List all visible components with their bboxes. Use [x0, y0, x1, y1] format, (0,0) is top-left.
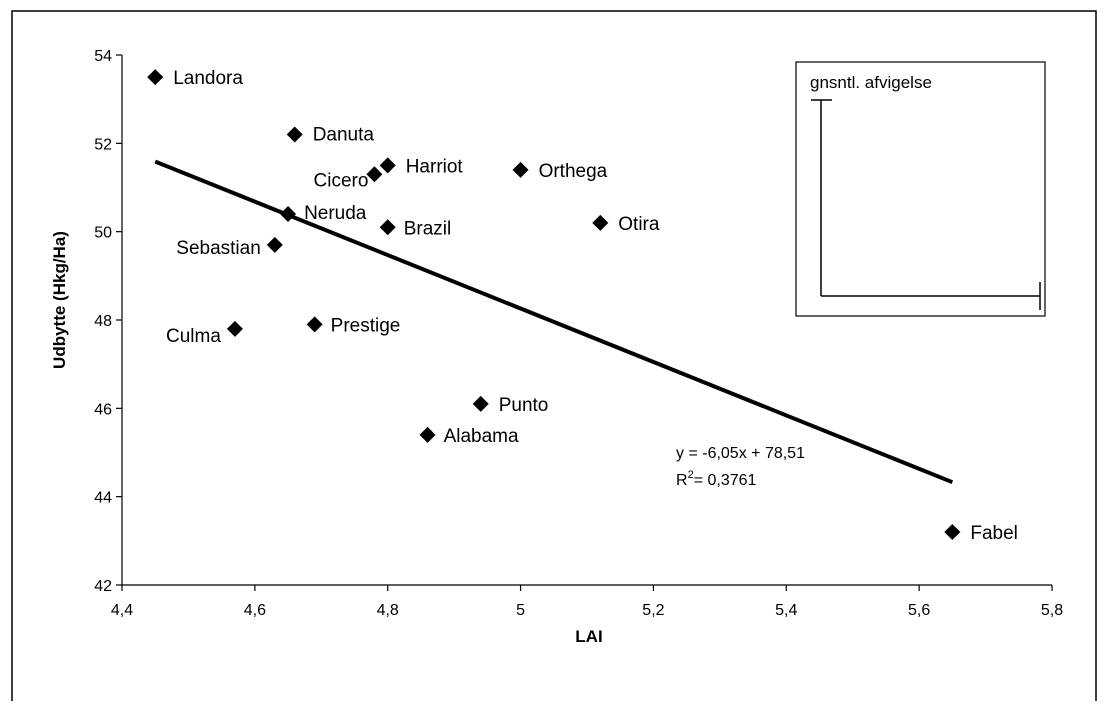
data-label-harriot: Harriot: [406, 156, 464, 177]
x-tick-label: 4,6: [244, 602, 266, 619]
data-label-sebastian: Sebastian: [176, 238, 261, 259]
y-tick-label: 42: [94, 578, 112, 595]
data-label-brazil: Brazil: [404, 218, 452, 239]
x-tick-label: 5,2: [642, 602, 664, 619]
y-axis-title: Udbytte (Hkg/Ha): [50, 231, 69, 369]
data-label-otira: Otira: [618, 214, 660, 235]
r2-prefix: R: [676, 472, 688, 489]
data-label-punto: Punto: [499, 395, 549, 416]
x-tick-label: 5: [516, 602, 525, 619]
data-label-orthega: Orthega: [539, 161, 608, 182]
x-axis-title: LAI: [575, 627, 602, 646]
trendline-equation: y = -6,05x + 78,51: [676, 445, 805, 462]
x-tick-label: 5,8: [1041, 602, 1063, 619]
y-tick-label: 52: [94, 136, 112, 153]
data-label-culma: Culma: [166, 326, 221, 347]
data-label-alabama: Alabama: [444, 426, 519, 447]
data-label-landora: Landora: [173, 68, 243, 89]
legend-label: gnsntl. afvigelse: [810, 73, 932, 92]
x-tick-label: 4,4: [111, 602, 133, 619]
data-label-prestige: Prestige: [331, 315, 401, 336]
data-label-fabel: Fabel: [970, 523, 1018, 544]
y-tick-label: 46: [94, 401, 112, 418]
r2-value: = 0,3761: [694, 472, 757, 489]
data-label-danuta: Danuta: [313, 125, 375, 146]
x-tick-label: 5,4: [775, 602, 797, 619]
data-label-cicero: Cicero: [314, 170, 369, 191]
y-tick-label: 44: [94, 490, 112, 507]
y-tick-label: 54: [94, 48, 112, 65]
y-tick-label: 48: [94, 313, 112, 330]
data-label-neruda: Neruda: [304, 203, 367, 224]
x-tick-label: 5,6: [908, 602, 930, 619]
y-tick-label: 50: [94, 225, 112, 242]
x-tick-label: 4,8: [377, 602, 399, 619]
chart-area-border: [12, 11, 1096, 701]
